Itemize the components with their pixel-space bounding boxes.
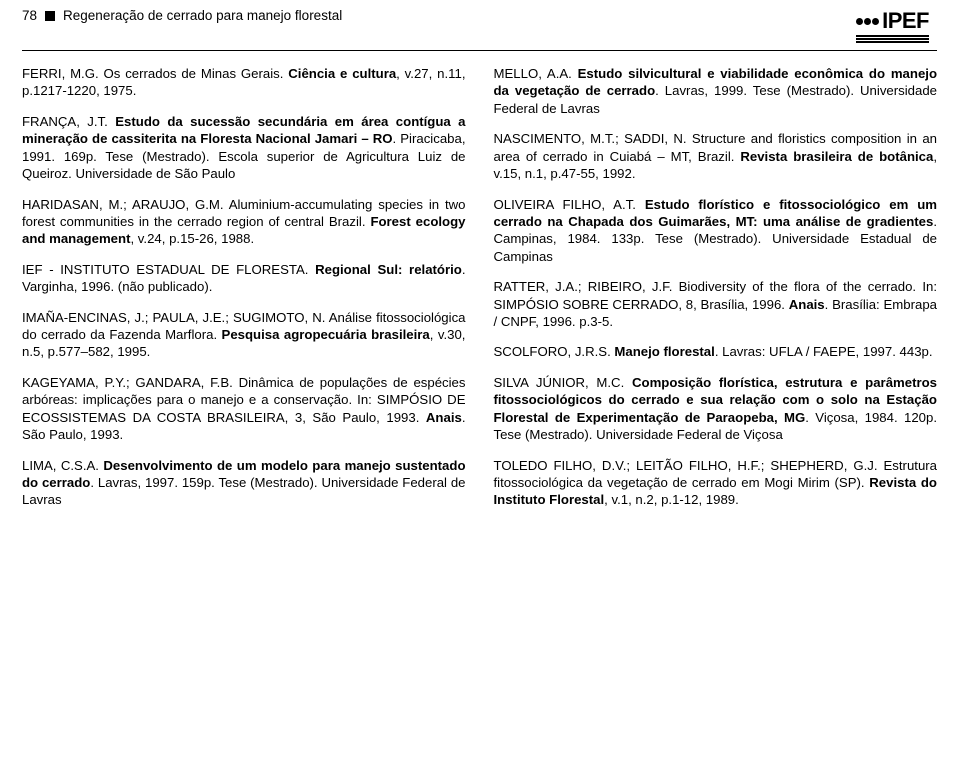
page-number: 78 — [22, 8, 37, 23]
reference-plain: LIMA, C.S.A. — [22, 458, 103, 473]
reference-bold: Manejo florestal — [614, 344, 714, 359]
reference-plain: SCOLFORO, J.R.S. — [494, 344, 615, 359]
reference-tail: , v.1, n.2, p.1-12, 1989. — [604, 492, 739, 507]
reference-entry: OLIVEIRA FILHO, A.T. Estudo florístico e… — [494, 196, 938, 266]
reference-plain: FRANÇA, J.T. — [22, 114, 115, 129]
reference-entry: FRANÇA, J.T. Estudo da sucessão secundár… — [22, 113, 466, 183]
reference-plain: FERRI, M.G. Os cerrados de Minas Gerais. — [22, 66, 288, 81]
ipef-logo: IPEF — [856, 8, 929, 44]
reference-entry: SILVA JÚNIOR, M.C. Composição florística… — [494, 374, 938, 444]
square-bullet-icon — [45, 11, 55, 21]
page-header: 78 Regeneração de cerrado para manejo fl… — [0, 0, 959, 48]
reference-entry: TOLEDO FILHO, D.V.; LEITÃO FILHO, H.F.; … — [494, 457, 938, 509]
header-left: 78 Regeneração de cerrado para manejo fl… — [22, 8, 342, 23]
reference-entry: KAGEYAMA, P.Y.; GANDARA, F.B. Dinâmica d… — [22, 374, 466, 444]
reference-bold: Ciência e cultura — [288, 66, 396, 81]
right-column: MELLO, A.A. Estudo silvicultural e viabi… — [494, 65, 938, 522]
reference-entry: LIMA, C.S.A. Desenvolvimento de um model… — [22, 457, 466, 509]
reference-columns: FERRI, M.G. Os cerrados de Minas Gerais.… — [0, 65, 959, 522]
reference-entry: NASCIMENTO, M.T.; SADDI, N. Structure an… — [494, 130, 938, 182]
reference-bold: Pesquisa agropecuária brasileira — [222, 327, 430, 342]
reference-entry: IMAÑA-ENCINAS, J.; PAULA, J.E.; SUGIMOTO… — [22, 309, 466, 361]
reference-tail: . Lavras: UFLA / FAEPE, 1997. 443p. — [715, 344, 933, 359]
reference-bold: Anais — [789, 297, 825, 312]
left-column: FERRI, M.G. Os cerrados de Minas Gerais.… — [22, 65, 466, 522]
logo-dots-icon — [856, 18, 879, 25]
reference-plain: SILVA JÚNIOR, M.C. — [494, 375, 632, 390]
reference-entry: MELLO, A.A. Estudo silvicultural e viabi… — [494, 65, 938, 117]
logo-main: IPEF — [856, 8, 929, 34]
reference-entry: IEF - INSTITUTO ESTADUAL DE FLORESTA. Re… — [22, 261, 466, 296]
reference-entry: RATTER, J.A.; RIBEIRO, J.F. Biodiversity… — [494, 278, 938, 330]
reference-plain: MELLO, A.A. — [494, 66, 578, 81]
reference-entry: HARIDASAN, M.; ARAUJO, G.M. Aluminium-ac… — [22, 196, 466, 248]
logo-lines-icon — [856, 35, 929, 44]
reference-bold: Regional Sul: relatório — [315, 262, 462, 277]
reference-bold: Revista brasileira de botânica — [740, 149, 933, 164]
reference-tail: , v.24, p.15-26, 1988. — [130, 231, 254, 246]
reference-plain: OLIVEIRA FILHO, A.T. — [494, 197, 645, 212]
header-rule — [22, 50, 937, 51]
reference-plain: KAGEYAMA, P.Y.; GANDARA, F.B. Dinâmica d… — [22, 375, 466, 425]
reference-bold: Anais — [426, 410, 462, 425]
reference-entry: FERRI, M.G. Os cerrados de Minas Gerais.… — [22, 65, 466, 100]
logo-text: IPEF — [882, 8, 929, 34]
running-title: Regeneração de cerrado para manejo flore… — [63, 8, 342, 23]
reference-entry: SCOLFORO, J.R.S. Manejo florestal. Lavra… — [494, 343, 938, 360]
reference-plain: IEF - INSTITUTO ESTADUAL DE FLORESTA. — [22, 262, 315, 277]
